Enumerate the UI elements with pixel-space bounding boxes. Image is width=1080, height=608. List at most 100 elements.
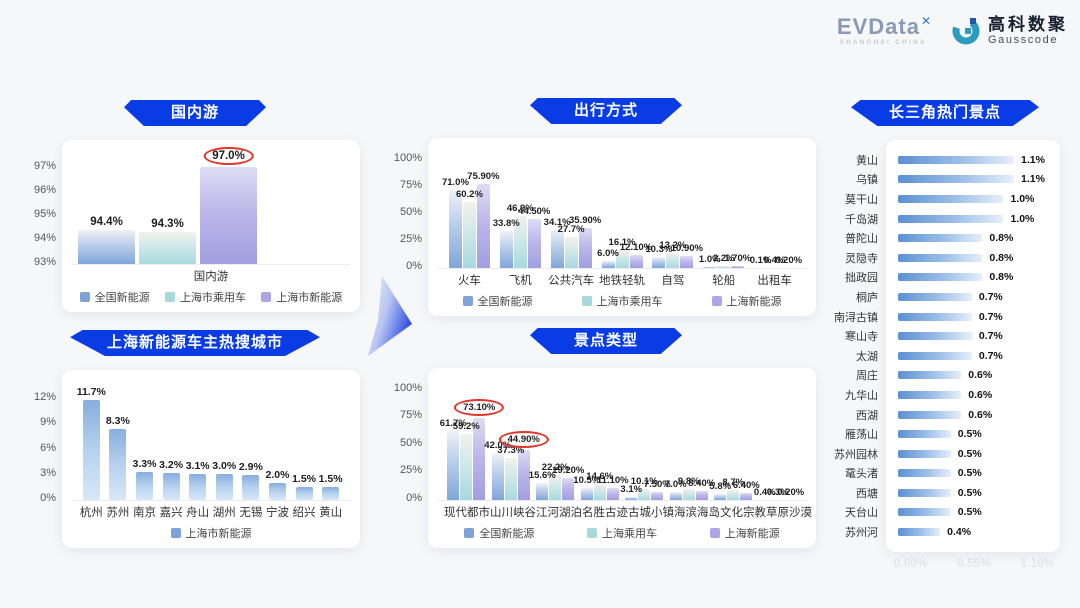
category-label: 海滨海岛 — [674, 507, 720, 519]
value-label: 6.40% — [732, 479, 760, 491]
legend-label: 全国新能源 — [479, 528, 535, 540]
value-label: 0.7% — [978, 349, 1003, 362]
category-label: 自驾 — [661, 275, 685, 287]
category-label: 杭州 — [79, 507, 103, 519]
value-label: 8.40% — [688, 477, 716, 489]
value-label: 0.5% — [957, 428, 982, 441]
value-label: 1.70% — [724, 253, 752, 265]
legend-label: 上海新能源 — [724, 528, 780, 540]
bar-全国新能源: 34.1% — [544, 217, 571, 268]
value-label: 46.9% — [506, 203, 534, 215]
legend-swatch — [709, 528, 720, 538]
hbar-area: 0.6% — [886, 389, 1062, 401]
place-label: 寒山寺 — [845, 331, 878, 344]
plot-area: 71.0% 60.2% 75.90% 33.8% 46.9% 44.50% 34.1% 27.… — [438, 150, 806, 269]
bar-group: 3.3% — [131, 382, 158, 500]
ytick-label: 100% — [393, 381, 422, 394]
chart-legend: 全国新能源 上海乘用车 上海新能源 — [438, 524, 806, 542]
bar-西湖 — [898, 410, 962, 419]
value-label: 0.7% — [978, 330, 1003, 343]
bar-上海市乘用车: 46.9% — [507, 203, 534, 268]
hbar-row: 千岛湖 1.0% — [828, 209, 1062, 229]
bar-group: 2.9% — [238, 382, 265, 500]
bar-灵隐寺 — [898, 253, 983, 262]
bar-group: 6.0% 16.1% 12.10% — [597, 150, 652, 268]
value-label: 3.1% — [620, 483, 643, 495]
bar-上海新能源: 6.40% — [733, 480, 760, 500]
bar-group: 10.3% 13.2% 10.90% — [645, 150, 703, 268]
value-label: 1.1% — [1021, 173, 1045, 186]
hot-search-cities-chart: 0% 3% 6% 9% 12% 11.7% 8.3% 3.3% 3.2% 3.1% 3.0% 2.9… — [30, 370, 360, 548]
bar-全国新能源: 94.4% — [78, 216, 135, 264]
legend-swatch — [464, 528, 475, 538]
bar-上海市新能源: 1.5% — [292, 473, 316, 500]
bar-group: 34.1% 27.7% 35.90% — [544, 150, 601, 268]
value-label: 0.5% — [957, 506, 982, 519]
hbar-area: 1.1% — [886, 154, 1062, 166]
x-axis-labels: 杭州 苏州 南京 嘉兴 舟山 湖州 无锡 宁波 绍兴 黄山 — [72, 504, 350, 520]
value-label: 11.7% — [76, 385, 106, 398]
value-label: 5.8% — [709, 480, 732, 492]
panel-hot-search-cities: 上海新能源车主热搜城市 0% 3% 6% 9% 12% 11.7% 8.3% 3.3% 3.2… — [30, 330, 360, 548]
place-label: 灵隐寺 — [845, 252, 878, 265]
chart-card: 11.7% 8.3% 3.3% 3.2% 3.1% 3.0% 2.9% 2.0% 1.5% 1.5… — [62, 370, 360, 548]
bar-group: 42.0% 37.3% 44.90% — [484, 380, 549, 500]
place-label: 苏州河 — [845, 527, 878, 540]
hbar-row: 苏州河 0.4% — [828, 522, 1062, 542]
value-label: 97.0% — [203, 146, 254, 165]
bar-全国新能源: 15.6% — [529, 470, 556, 500]
hbar-rows: 黄山 1.1% 乌镇 1.1% 莫干山 1.0% 千岛湖 1.0% 普陀山 0.8% 灵隐寺 0.8%… — [828, 140, 1062, 552]
bar-group: 11.7% — [76, 382, 106, 500]
bar-group: 0.1% 0.4% 0.20% — [749, 150, 802, 268]
bar-group: 1.5% — [291, 382, 318, 500]
bar-上海市新能源: 8.3% — [106, 415, 130, 500]
bar-group: 3.1% — [184, 382, 211, 500]
bar-group: 10.5% 14.6% 11.10% — [573, 380, 629, 500]
hbar-area: 0.8% — [886, 232, 1062, 244]
hbar-area: 0.5% — [886, 506, 1062, 518]
value-label: 0.6% — [968, 369, 993, 382]
value-label: 44.50% — [518, 205, 551, 217]
domestic-travel-chart: 93% 94% 95% 96% 97% 94.4% 94.3% 97.0% 国内游 全国新能… — [30, 140, 360, 312]
category-label: 无锡 — [239, 507, 263, 519]
category-label: 现代都市 — [444, 507, 490, 519]
ytick-label: 94% — [33, 232, 56, 245]
faint-x-axis: 0.00% 0.55% 1.10% — [893, 556, 1055, 570]
ytick-label: 75% — [399, 409, 422, 422]
bar-全国新能源: 3.1% — [620, 484, 642, 500]
bar-苏州园林 — [898, 449, 951, 458]
plot-area: 11.7% 8.3% 3.3% 3.2% 3.1% 3.0% 2.9% 2.0% 1.5% 1.5… — [72, 382, 350, 501]
legend-swatch — [170, 528, 181, 538]
bar-拙政园 — [898, 273, 983, 282]
legend-swatch — [79, 292, 90, 302]
y-axis: 0% 3% 6% 9% 12% — [30, 370, 62, 548]
ytick-label: 50% — [399, 205, 422, 218]
ytick-label: 9% — [40, 416, 56, 429]
hbar-row: 桐庐 0.7% — [828, 287, 1062, 307]
ytick-label: 96% — [33, 184, 56, 197]
value-label: 7.50% — [643, 478, 671, 490]
panel-delta-hotspots: 长三角热门景点 黄山 1.1% 乌镇 1.1% 莫干山 1.0% 千岛湖 1.0% 普陀山 0.8… — [828, 100, 1062, 570]
value-label: 0.8% — [989, 251, 1014, 264]
value-label: 0.1% — [749, 254, 772, 266]
value-label: 75.90% — [467, 171, 500, 183]
value-label: 94.3% — [151, 218, 184, 231]
bar-上海市新能源: 3.3% — [133, 458, 156, 500]
value-label: 0.8% — [989, 232, 1014, 245]
place-label: 千岛湖 — [845, 213, 878, 226]
hbar-area: 0.7% — [886, 311, 1062, 323]
bar-上海新能源: 8.40% — [688, 478, 715, 500]
category-label: 山川峡谷 — [490, 507, 536, 519]
value-label: 8.3% — [105, 415, 130, 428]
legend-item: 上海市新能源 — [261, 289, 342, 305]
value-label: 22.2% — [541, 462, 569, 474]
flow-arrow-icon — [356, 272, 418, 360]
place-label: 西湖 — [856, 409, 878, 422]
bar-上海新能源: 11.10% — [597, 475, 629, 500]
gausscode-cn-name: 高科数聚 — [988, 15, 1068, 34]
value-label: 1.0% — [1010, 212, 1035, 225]
category-label: 出租车 — [757, 275, 792, 287]
category-label: 地铁轻轨 — [599, 275, 645, 287]
bar-group: 8.3% — [105, 382, 132, 500]
bar-上海市乘用车: 27.7% — [558, 224, 585, 268]
